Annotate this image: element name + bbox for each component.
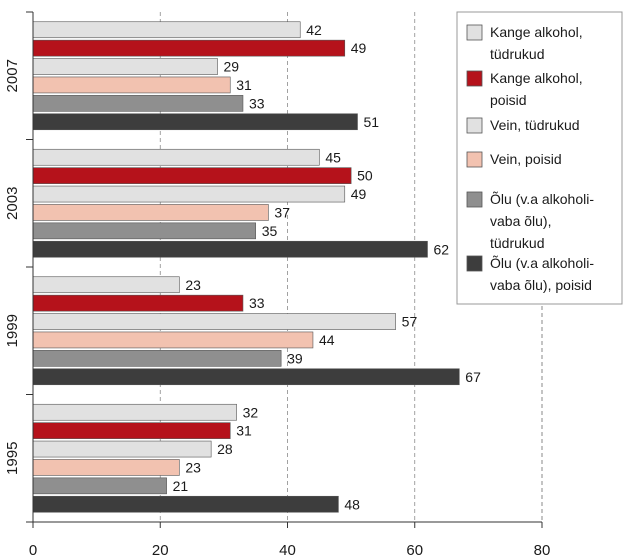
- bar-value-label: 33: [249, 95, 265, 111]
- y-tick-label-2007: 2007: [4, 59, 21, 92]
- bar-value-label: 67: [465, 369, 481, 385]
- x-tick-label-60: 60: [406, 542, 423, 559]
- legend-label-4: vaba õlu),: [490, 213, 551, 229]
- legend-swatch-1: [466, 70, 483, 87]
- legend-label-1: Kange alkohol,: [490, 70, 583, 86]
- bar-1999-3: [32, 331, 314, 349]
- legend-label-4: tüdrukud: [490, 235, 544, 251]
- y-tick-label-2003: 2003: [4, 187, 21, 220]
- bar-2003-0: [32, 148, 320, 166]
- legend-swatch-4: [466, 191, 483, 208]
- legend-swatch-0: [466, 24, 483, 41]
- bar-2007-3: [32, 76, 231, 94]
- bar-1995-0: [32, 403, 237, 421]
- bar-2003-2: [32, 185, 346, 203]
- bar-1995-1: [32, 422, 231, 439]
- bar-value-label: 42: [306, 22, 322, 38]
- bar-2007-0: [32, 21, 301, 39]
- x-tick-label-0: 0: [29, 542, 37, 559]
- bar-2007-4: [32, 95, 244, 112]
- x-tick-label-20: 20: [152, 542, 169, 559]
- bar-value-label: 31: [236, 77, 252, 93]
- legend-swatch-2: [466, 117, 483, 134]
- x-tick-label-80: 80: [534, 542, 551, 559]
- legend-label-5: vaba õlu), poisid: [490, 277, 592, 293]
- legend-label-5: Õlu (v.a alkoholi-: [490, 255, 594, 271]
- legend-label-3: Vein, poisid: [490, 151, 562, 167]
- bar-value-label: 29: [224, 59, 240, 75]
- legend-swatch-5: [466, 255, 483, 272]
- bar-1995-3: [32, 459, 180, 476]
- bar-value-label: 23: [185, 277, 201, 293]
- x-tick-label-40: 40: [279, 542, 296, 559]
- bar-1999-1: [32, 294, 244, 312]
- bar-value-label: 37: [274, 204, 290, 220]
- bar-1995-2: [32, 440, 212, 458]
- bar-value-label: 39: [287, 350, 303, 366]
- bar-value-label: 28: [217, 441, 233, 457]
- bar-1995-5: [32, 495, 339, 513]
- bar-value-label: 21: [173, 478, 189, 494]
- bar-1995-4: [32, 477, 167, 495]
- bar-2007-1: [32, 39, 346, 57]
- bar-2003-3: [32, 204, 269, 221]
- bar-value-label: 32: [243, 404, 259, 420]
- bar-value-label: 48: [344, 496, 360, 512]
- bar-1999-2: [32, 313, 396, 330]
- bar-value-label: 50: [357, 168, 373, 184]
- y-tick-label-1995: 1995: [4, 442, 21, 475]
- bar-value-label: 49: [351, 186, 367, 202]
- bar-2003-4: [32, 222, 256, 240]
- bar-1999-5: [32, 368, 460, 386]
- legend-label-2: Vein, tüdrukud: [490, 117, 580, 133]
- bar-value-label: 57: [402, 314, 418, 330]
- bar-2007-5: [32, 113, 358, 131]
- legend-label-4: Õlu (v.a alkoholi-: [490, 191, 594, 207]
- chart-legend: Kange alkohol, tüdrukud Kange alkohol, pois…: [456, 11, 623, 305]
- bar-value-label: 45: [325, 149, 341, 165]
- bar-value-label: 49: [351, 40, 367, 56]
- bar-value-label: 35: [262, 223, 278, 239]
- y-tick-label-1999: 1999: [4, 314, 21, 347]
- bar-value-label: 51: [363, 114, 379, 130]
- legend-swatch-3: [466, 151, 483, 168]
- bar-2003-1: [32, 167, 352, 184]
- bar-1999-4: [32, 350, 282, 367]
- bar-1999-0: [32, 276, 180, 294]
- bar-value-label: 31: [236, 423, 252, 439]
- legend-label-1: poisid: [490, 92, 527, 108]
- bar-value-label: 33: [249, 295, 265, 311]
- bar-value-label: 44: [319, 332, 335, 348]
- legend-box: [456, 11, 623, 305]
- bar-2003-5: [32, 240, 428, 258]
- chart-axes: 2007 2003 1999 1995 0 20 40 60 80: [4, 11, 551, 559]
- chart-bars: 42 49 29 31 33 51 45 50 49 37 35 62 23 33 57 44 39 67 32 31…: [32, 21, 481, 513]
- bar-2007-2: [32, 58, 218, 75]
- legend-label-0: tüdrukud: [490, 46, 544, 62]
- bar-value-label: 23: [185, 459, 201, 475]
- legend-label-0: Kange alkohol,: [490, 24, 583, 40]
- bar-value-label: 62: [433, 241, 449, 257]
